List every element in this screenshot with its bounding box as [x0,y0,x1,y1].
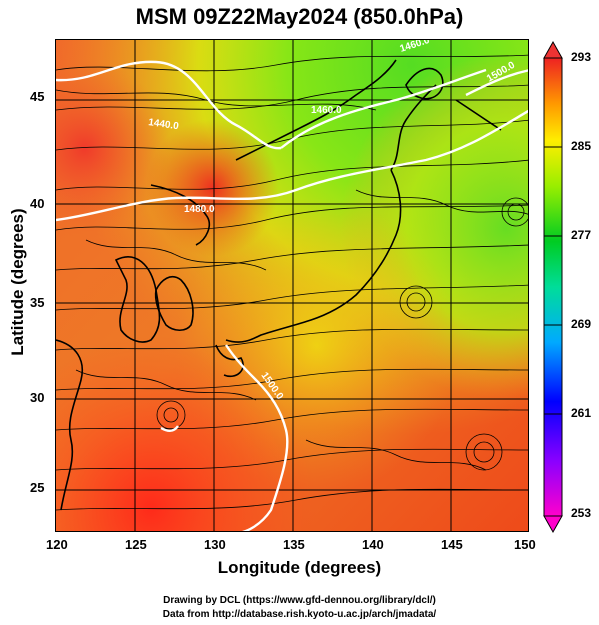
colorbar-label: 285 [571,139,592,153]
colorbar-max-arrow [543,40,563,59]
x-axis-label: Longitude (degrees) [217,558,382,577]
x-tick-label: 130 [204,537,226,552]
x-tick-label: 135 [283,537,305,552]
map-canvas: 1440.0 1460.0 1480.0 1460.0 1500.0 1500.… [56,40,528,531]
colorbar-label: 261 [571,406,592,420]
contour-label: 1440.0 [148,117,180,132]
y-tick-label: 25 [30,480,45,495]
y-tick-label: 40 [30,196,45,211]
wind-streamlines [56,54,528,511]
y-tick-label: 30 [30,390,45,405]
colorbar-min-arrow [543,515,563,534]
credit-drawing: Drawing by DCL (https://www.gfd-dennou.o… [163,595,436,606]
colorbar-gradient [543,57,563,517]
map-plot-area: 1440.0 1460.0 1480.0 1460.0 1500.0 1500.… [55,39,529,532]
colorbar [543,40,563,534]
contour-label: 1480.0 [184,204,215,215]
y-axis-label: Latitude (degrees) [8,208,27,356]
colorbar-label: 277 [571,228,592,242]
credit-data-source: Data from http://database.rish.kyoto-u.a… [162,609,437,620]
colorbar-label: 293 [571,50,592,64]
colorbar-label: 269 [571,317,592,331]
x-tick-label: 140 [362,537,384,552]
x-tick-label: 145 [441,537,463,552]
map-title: MSM 09Z22May2024 (850.0hPa) [135,4,464,29]
x-tick-label: 120 [46,537,68,552]
coastlines [56,59,502,511]
y-tick-label: 45 [30,89,45,104]
y-tick-label: 35 [30,295,45,310]
contour-label: 1460.0 [311,105,342,116]
colorbar-label: 253 [571,506,592,520]
x-tick-label: 150 [514,537,536,552]
height-contours [56,60,528,531]
x-tick-label: 125 [125,537,147,552]
grid-lines [56,40,528,531]
